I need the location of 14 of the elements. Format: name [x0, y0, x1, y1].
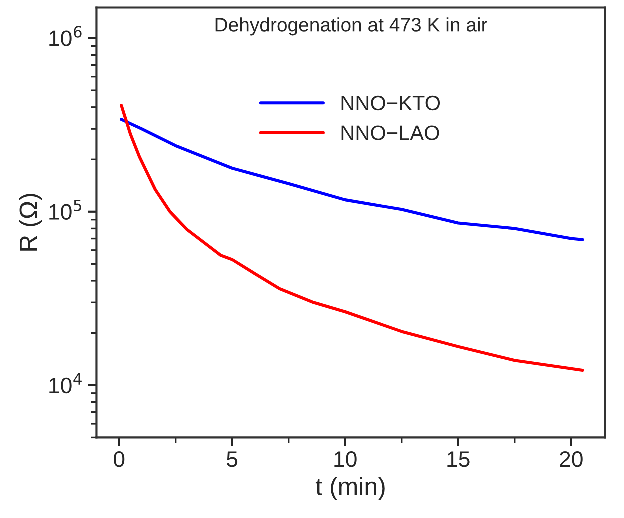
y-tick-label: 10$^{4}$ — [50, 374, 82, 394]
line-series — [120, 118, 584, 242]
x-tick-label: 10 — [334, 451, 357, 468]
y-tick-label: 10$^{6}$ — [50, 26, 82, 46]
x-tick-label: 15 — [448, 452, 470, 468]
x-axis-title: t (min) — [316, 477, 385, 500]
legend-label: NNO−KTO — [342, 96, 440, 111]
x-tick-label: 5 — [227, 452, 238, 468]
chart-title: Dehydrogenation at 473 K in air — [216, 18, 488, 36]
legend-label: NNO−LAO — [342, 126, 440, 140]
x-tick-label: 20 — [560, 451, 583, 468]
x-tick-label: 0 — [114, 451, 125, 468]
y-tick-label: 10$^{5}$ — [50, 200, 82, 220]
y-axis-title: R (Ω) — [19, 194, 42, 251]
